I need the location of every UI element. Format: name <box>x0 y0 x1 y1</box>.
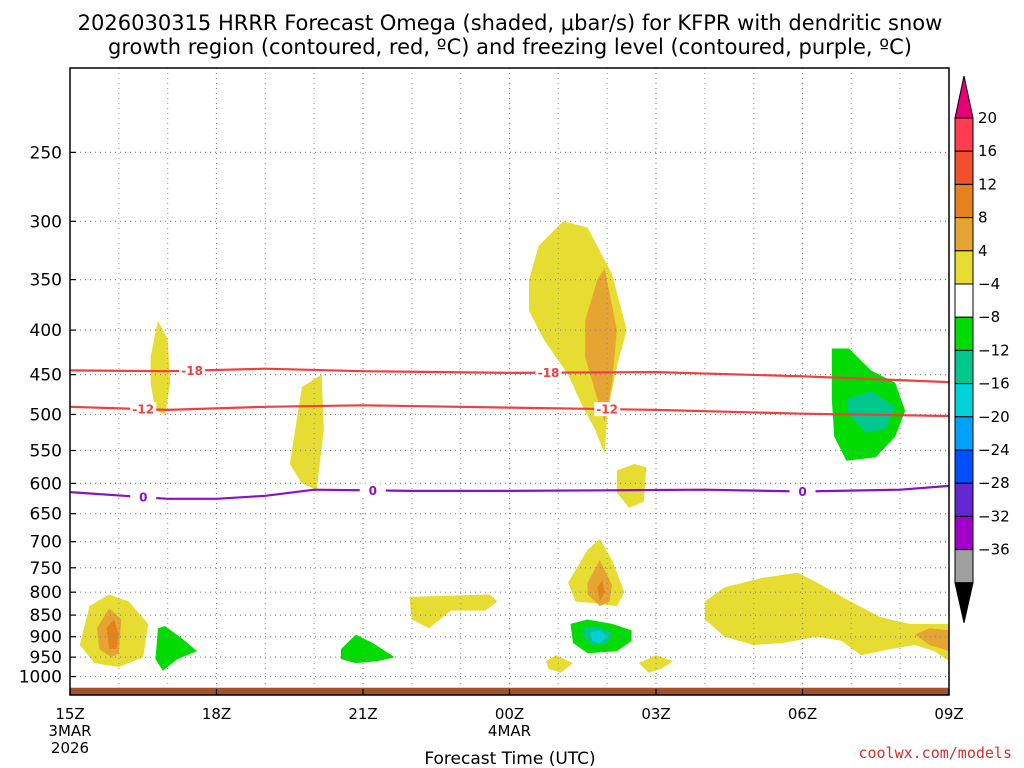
contour-label-bg-1-0 <box>130 402 157 417</box>
contour-line-1 <box>69 404 950 418</box>
colorbar-label-9: −20 <box>978 408 1010 426</box>
omega-region-12 <box>587 560 613 607</box>
y-tick-label-950: 950 <box>30 648 62 668</box>
contour-label-0-1: -18 <box>538 366 560 380</box>
colorbar-label-11: −28 <box>978 474 1010 492</box>
colorbar-swatch-6 <box>954 316 974 351</box>
x-axis-label: Forecast Time (UTC) <box>424 749 595 768</box>
contour-line-2 <box>69 484 950 500</box>
colorbar-swatch-1 <box>954 150 974 185</box>
colorbar-label-10: −24 <box>978 441 1010 459</box>
contour-label-bg-2-2 <box>789 484 816 499</box>
colorbar-label-2: 12 <box>978 175 997 193</box>
colorbar-swatch-5 <box>954 283 974 318</box>
contour-label-2-1: 0 <box>369 484 377 498</box>
x-tick-sublabel-3-0: 4MAR <box>488 722 531 740</box>
credit-link[interactable]: coolwx.com/models <box>858 744 1012 762</box>
colorbar-label-3: 8 <box>978 209 988 227</box>
colorbar-label-4: 4 <box>978 242 988 260</box>
colorbar-swatch-13 <box>954 549 974 584</box>
omega-region-4 <box>155 626 197 671</box>
y-tick-label-700: 700 <box>30 533 62 553</box>
omega-region-9 <box>585 268 617 422</box>
colorbar-swatch-11 <box>954 482 974 517</box>
colorbar-top-arrow <box>954 75 974 119</box>
omega-region-3 <box>150 320 171 415</box>
y-tick-label-1000: 1000 <box>19 668 62 688</box>
contour-label-2-0: 0 <box>139 491 147 505</box>
colorbar-swatch-10 <box>954 449 974 484</box>
y-tick-label-250: 250 <box>30 143 62 163</box>
y-axis-pressure: 2503003504004505005506006507007508008509… <box>19 143 76 688</box>
y-tick-label-400: 400 <box>30 321 62 341</box>
colorbar-swatch-3 <box>954 217 974 252</box>
colorbar-swatch-7 <box>954 349 974 385</box>
y-tick-label-350: 350 <box>30 271 62 291</box>
omega-colorbar: 20 16 12 8 4 −4 −8 −12 −16 −20 −24 −28 −32 −36 <box>954 75 1010 623</box>
colorbar-swatch-0 <box>954 117 974 152</box>
omega-region-17 <box>546 655 573 673</box>
y-tick-label-750: 750 <box>30 559 62 579</box>
colorbar-swatch-8 <box>954 383 974 418</box>
y-tick-label-900: 900 <box>30 628 62 648</box>
omega-region-2 <box>106 619 119 650</box>
y-tick-label-450: 450 <box>30 366 62 386</box>
y-tick-label-500: 500 <box>30 405 62 425</box>
y-tick-label-600: 600 <box>30 474 62 494</box>
contour-label-bg-0-0 <box>179 363 206 378</box>
colorbar-swatch-9 <box>954 416 974 451</box>
omega-region-6 <box>341 634 395 664</box>
colorbar-swatch-12 <box>954 515 974 551</box>
omega-shading-layer <box>79 221 949 673</box>
contour-label-bg-2-0 <box>130 490 157 505</box>
colorbar-swatch-2 <box>954 183 974 219</box>
contour-label-0-0: -18 <box>181 364 203 378</box>
omega-region-21 <box>704 572 949 662</box>
x-tick-sublabel-0-0: 3MAR <box>48 722 91 740</box>
y-tick-label-550: 550 <box>30 442 62 462</box>
y-tick-label-850: 850 <box>30 606 62 626</box>
colorbar-label-0: 20 <box>978 109 997 127</box>
colorbar-label-5: −4 <box>978 275 1000 293</box>
contour-label-bg-2-1 <box>359 483 386 498</box>
colorbar-label-6: −8 <box>978 308 1000 326</box>
colorbar-label-7: −12 <box>978 341 1010 359</box>
x-tick-sublabel-0-1: 2026 <box>51 739 89 757</box>
y-tick-label-300: 300 <box>30 212 62 232</box>
colorbar-label-12: −32 <box>978 507 1010 525</box>
colorbar-label-13: −36 <box>978 541 1010 559</box>
x-tick-label-0: 15Z <box>55 705 84 723</box>
colorbar-label-8: −16 <box>978 375 1010 393</box>
x-tick-label-2: 21Z <box>348 705 377 723</box>
omega-region-22 <box>914 628 949 652</box>
x-tick-label-3: 00Z <box>495 705 524 723</box>
contour-label-bg-1-1 <box>594 402 621 417</box>
contour-line-layer: -18 -18 -12 -12 0 0 0 <box>69 363 950 505</box>
omega-region-20 <box>846 391 896 433</box>
colorbar-label-1: 16 <box>978 142 997 160</box>
contour-label-1-0: -12 <box>132 403 154 417</box>
omega-region-5 <box>289 374 324 490</box>
colorbar-swatch-4 <box>954 250 974 285</box>
y-tick-label-800: 800 <box>30 583 62 603</box>
y-tick-label-650: 650 <box>30 505 62 525</box>
contour-label-2-2: 0 <box>798 485 806 499</box>
x-tick-label-1: 18Z <box>202 705 231 723</box>
chart-title: 2026030315 HRRR Forecast Omega (shaded, … <box>78 11 943 59</box>
omega-region-13 <box>597 580 605 602</box>
colorbar-bottom-arrow <box>954 582 974 623</box>
x-tick-label-4: 03Z <box>641 705 670 723</box>
x-tick-label-5: 06Z <box>788 705 817 723</box>
omega-region-10 <box>616 464 647 508</box>
contour-label-bg-0-1 <box>535 365 562 380</box>
title-line-2: growth region (contoured, red, ºC) and f… <box>108 35 912 59</box>
contour-label-1-1: -12 <box>596 403 618 417</box>
x-tick-label-6: 09Z <box>934 705 963 723</box>
title-line-1: 2026030315 HRRR Forecast Omega (shaded, … <box>78 11 943 35</box>
omega-region-7 <box>409 594 498 629</box>
omega-region-16 <box>590 630 608 643</box>
